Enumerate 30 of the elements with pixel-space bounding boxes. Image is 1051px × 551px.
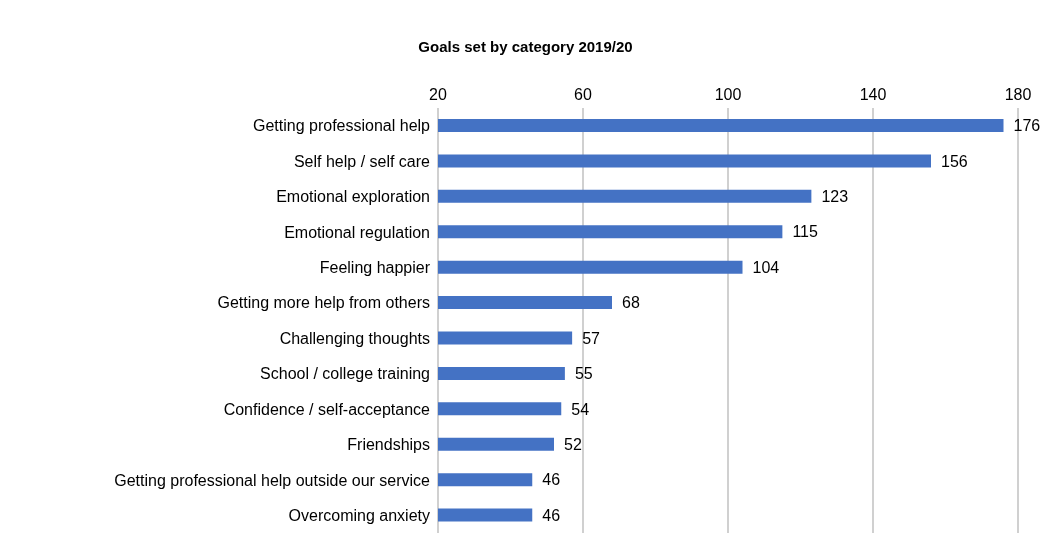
y-tick-label: Emotional exploration (276, 188, 430, 206)
data-label: 156 (941, 152, 968, 170)
x-tick-label: 20 (429, 86, 447, 103)
data-label: 104 (752, 258, 780, 276)
y-tick-label: Getting more help from others (217, 294, 430, 312)
y-tick-label: Friendships (347, 436, 430, 454)
data-label: 55 (574, 365, 593, 383)
y-tick-label: Challenging thoughts (279, 329, 430, 347)
data-label: 46 (542, 506, 561, 524)
x-tick-label: 140 (859, 86, 887, 103)
y-tick-label: Feeling happier (319, 259, 431, 277)
data-label: 54 (571, 400, 590, 418)
x-tick-label: 60 (574, 86, 592, 103)
y-tick-label: Emotional regulation (284, 223, 430, 241)
y-tick-label: Getting professional help (253, 117, 431, 135)
data-label: 68 (622, 294, 640, 312)
y-tick-label: Getting professional help outside our service (114, 471, 431, 489)
x-tick-label: 180 (1004, 86, 1032, 103)
x-tick-label: 100 (714, 86, 742, 103)
data-label: 57 (582, 329, 601, 347)
data-label: 115 (792, 223, 818, 241)
data-label: 52 (564, 435, 582, 453)
y-tick-label: Self help / self care (293, 152, 431, 170)
data-label: 46 (542, 471, 561, 489)
y-tick-label: School / college training (260, 365, 430, 383)
chart-title: Goals set by category 2019/20 (417, 38, 634, 55)
data-label: 176 (1013, 117, 1041, 135)
y-tick-label: Confidence / self-acceptance (223, 400, 431, 418)
data-label: 123 (821, 188, 849, 206)
y-tick-label: Overcoming anxiety (288, 506, 430, 524)
